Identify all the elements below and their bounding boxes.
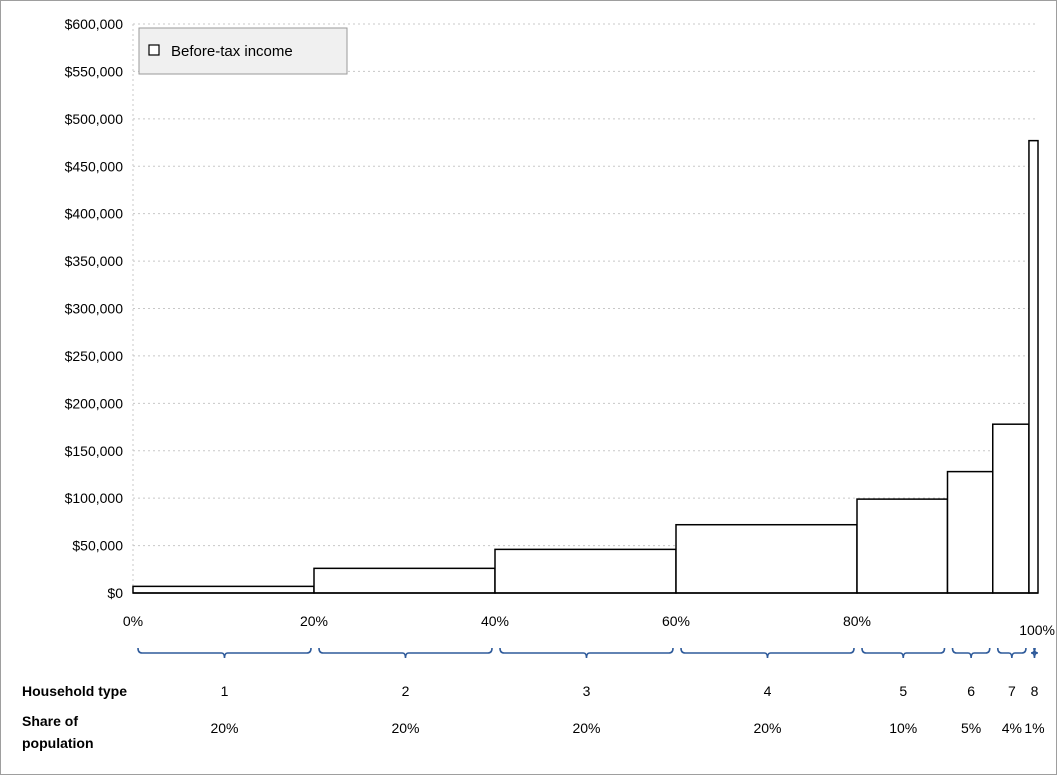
y-tick-label: $350,000 [65,253,124,269]
income-bar [675,523,858,594]
legend-box [138,27,348,75]
category-rows: Household type Share of population 1 20% 2… [22,683,1045,751]
household-type-value: 6 [967,683,975,699]
population-share-value: 20% [572,720,600,736]
y-tick-label: $0 [107,585,123,601]
y-tick-label: $400,000 [65,206,124,222]
bars [132,139,1039,594]
population-share-value: 4% [1002,720,1022,736]
x-tick-label: 100% [1019,622,1055,638]
y-tick-label: $500,000 [65,111,124,127]
share-label-line1: Share of [22,713,78,729]
x-tick-label: 0% [123,613,143,629]
household-type-value: 4 [764,683,772,699]
y-tick-label: $250,000 [65,348,124,364]
group-braces [137,647,1039,659]
x-axis-tick-labels: 0% 20% 40% 60% 80% 100% [123,613,1055,638]
household-type-value: 8 [1031,683,1039,699]
population-share-value: 20% [210,720,238,736]
household-type-value: 3 [583,683,591,699]
income-bar [1028,139,1039,594]
legend: Before-tax income [138,27,348,75]
household-type-value: 5 [899,683,907,699]
y-tick-label: $600,000 [65,16,124,32]
y-tick-label: $150,000 [65,443,124,459]
y-tick-label: $450,000 [65,158,124,174]
household-type-label: Household type [22,683,127,699]
household-type-value: 7 [1008,683,1016,699]
y-tick-label: $100,000 [65,490,124,506]
population-share-value: 10% [889,720,917,736]
income-bar [992,423,1030,594]
legend-swatch [148,44,160,56]
share-label-line2: population [22,735,94,751]
y-tick-label: $300,000 [65,301,124,317]
x-tick-label: 20% [300,613,328,629]
group-brace [951,647,991,659]
group-brace [137,647,312,659]
population-share-value: 20% [391,720,419,736]
y-tick-label: $200,000 [65,395,124,411]
population-share-value: 1% [1024,720,1044,736]
y-axis-tick-labels: $0 $50,000 $100,000 $150,000 $200,000 $250,00… [65,16,124,601]
group-brace [861,647,946,659]
group-brace [996,647,1027,659]
x-tick-label: 80% [843,613,871,629]
group-brace [499,647,674,659]
income-bar [946,470,994,594]
y-tick-label: $50,000 [72,538,123,554]
household-type-value: 2 [402,683,410,699]
group-brace [680,647,855,659]
household-type-value: 1 [221,683,229,699]
group-brace [1030,647,1039,659]
income-bar [494,548,677,594]
income-bar [856,498,949,594]
group-brace [318,647,493,659]
x-tick-label: 40% [481,613,509,629]
population-share-value: 20% [753,720,781,736]
legend-label: Before-tax income [171,43,293,60]
income-bar [313,567,496,594]
income-bar [132,585,315,594]
population-share-value: 5% [961,720,981,736]
y-tick-label: $550,000 [65,63,124,79]
x-tick-label: 60% [662,613,690,629]
